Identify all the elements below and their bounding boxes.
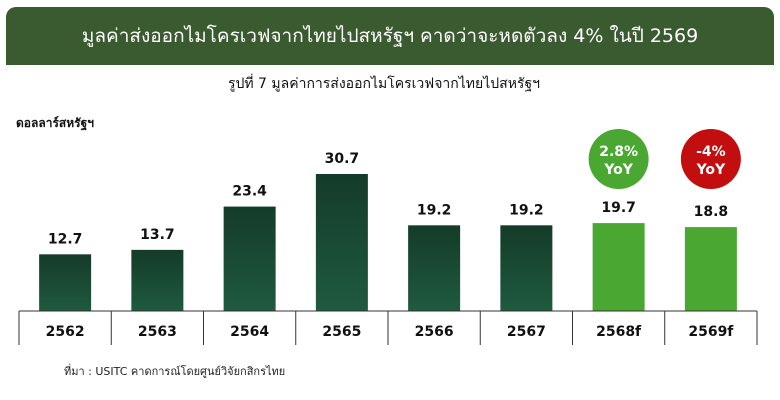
value-label-2568f: 19.7: [601, 200, 636, 216]
bar-2568f: [592, 223, 645, 311]
chart-panel: [6, 65, 774, 391]
header-title: มูลค่าส่งออกไมโครเวฟจากไทยไปสหรัฐฯ คาดว่…: [81, 25, 699, 47]
header-banner: มูลค่าส่งออกไมโครเวฟจากไทยไปสหรัฐฯ คาดว่…: [6, 7, 774, 65]
yoy-badge-value-2569f: -4%: [696, 144, 726, 160]
value-label-2567: 19.2: [509, 202, 544, 218]
source-note: ที่มา : USITC คาดการณ์โดยศูนย์วิจัยกสิกร…: [64, 365, 286, 378]
chart-card: มูลค่าส่งออกไมโครเวฟจากไทยไปสหรัฐฯ คาดว่…: [6, 7, 774, 391]
y-axis-label: ดอลลาร์สหรัฐฯ: [16, 116, 94, 130]
tick-label-2566: 2566: [415, 324, 454, 340]
value-label-2569f: 18.8: [694, 204, 729, 220]
yoy-badge-label-2569f: YoY: [696, 162, 726, 178]
yoy-badge-2569f: [680, 129, 741, 189]
tick-label-2568f: 2568f: [596, 324, 642, 340]
yoy-badge-2568f: [588, 129, 649, 189]
bar-2569f: [684, 227, 737, 311]
bar-2567: [500, 225, 553, 311]
bar-2564: [223, 206, 276, 311]
tick-label-2569f: 2569f: [688, 324, 734, 340]
tick-label-2562: 2562: [46, 324, 85, 340]
value-label-2562: 12.7: [48, 231, 83, 247]
yoy-badge-value-2568f: 2.8%: [599, 144, 638, 160]
tick-label-2565: 2565: [322, 324, 361, 340]
bar-2562: [39, 254, 92, 311]
chart-subtitle: รูปที่ 7 มูลค่าการส่งออกไมโครเวฟจากไทยไป…: [227, 76, 541, 92]
bar-2565: [315, 174, 368, 311]
value-label-2564: 23.4: [232, 184, 267, 200]
yoy-badge-label-2568f: YoY: [603, 162, 633, 178]
bar-2566: [408, 225, 461, 311]
tick-label-2564: 2564: [230, 324, 269, 340]
value-label-2563: 13.7: [140, 227, 175, 243]
tick-label-2563: 2563: [138, 324, 177, 340]
bar-2563: [131, 249, 184, 311]
tick-label-2567: 2567: [507, 324, 546, 340]
value-label-2566: 19.2: [417, 202, 452, 218]
value-label-2565: 30.7: [325, 151, 360, 167]
